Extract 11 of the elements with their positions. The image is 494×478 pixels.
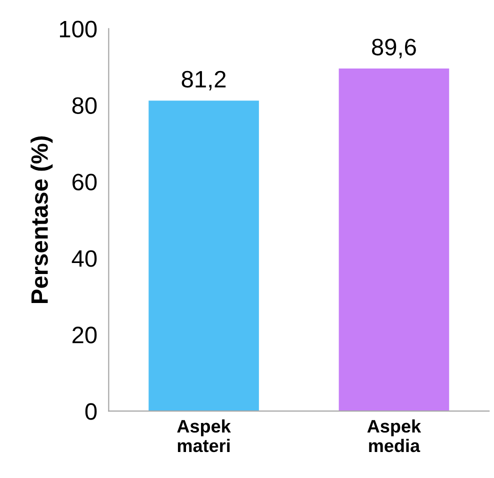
y-tick-label: 80 <box>72 97 97 114</box>
y-tick-label: 0 <box>85 403 97 420</box>
data-label: 89,6 <box>372 38 416 58</box>
data-label: 81,2 <box>182 70 226 90</box>
x-tick-label: Aspek media <box>367 419 422 452</box>
y-tick-label: 20 <box>72 326 97 344</box>
x-tick-label: Aspek materi <box>177 419 231 452</box>
y-tick-label: 100 <box>60 20 97 38</box>
y-tick-label: 40 <box>72 250 97 267</box>
y-axis-title: Persentase (%) <box>30 136 53 303</box>
y-tick-label: 60 <box>72 174 97 190</box>
